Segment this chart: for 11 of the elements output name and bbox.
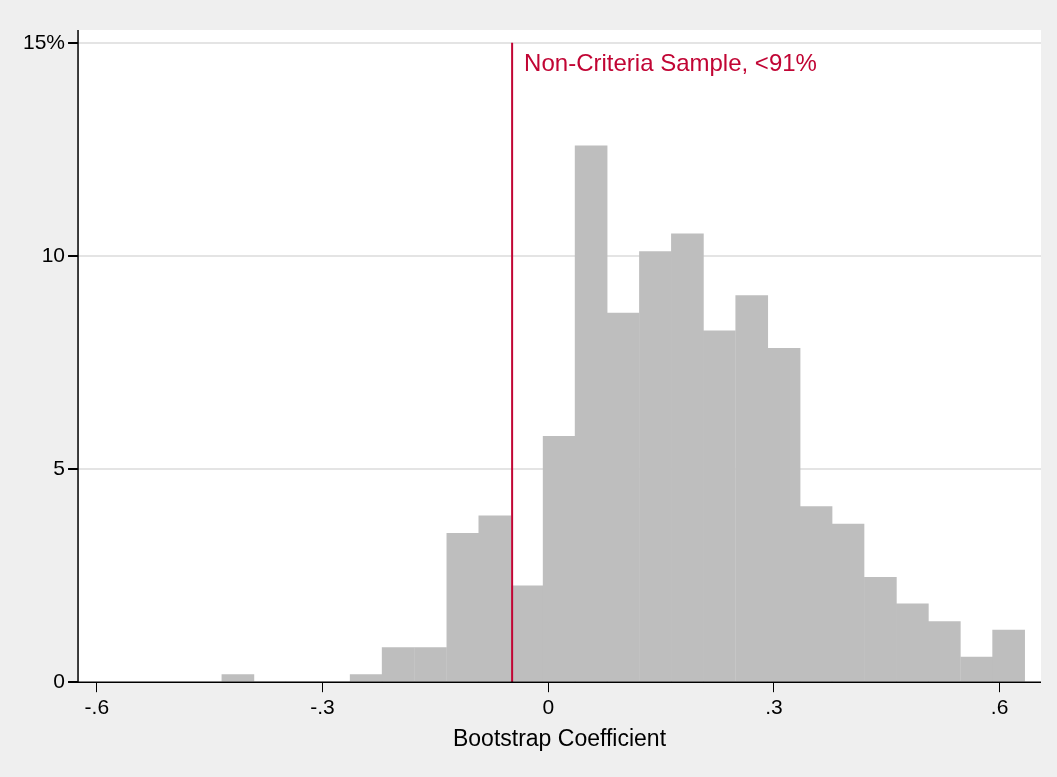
x-tick-label: .3	[765, 694, 783, 718]
x-axis-title: Bootstrap Coefficient	[452, 724, 667, 751]
x-tick-label: 0	[542, 694, 555, 718]
y-tick-label: 10	[41, 242, 66, 266]
ref-line-label: Non-Criteria Sample, <91%	[524, 49, 817, 77]
x-tick-label: .6	[990, 694, 1009, 718]
y-tick-label: 5	[53, 455, 66, 479]
y-tick-label: 0	[53, 669, 66, 692]
x-tick-label: -.3	[310, 694, 335, 718]
y-tick-label: 15%	[23, 29, 66, 53]
x-tick-label: -.6	[84, 694, 110, 718]
